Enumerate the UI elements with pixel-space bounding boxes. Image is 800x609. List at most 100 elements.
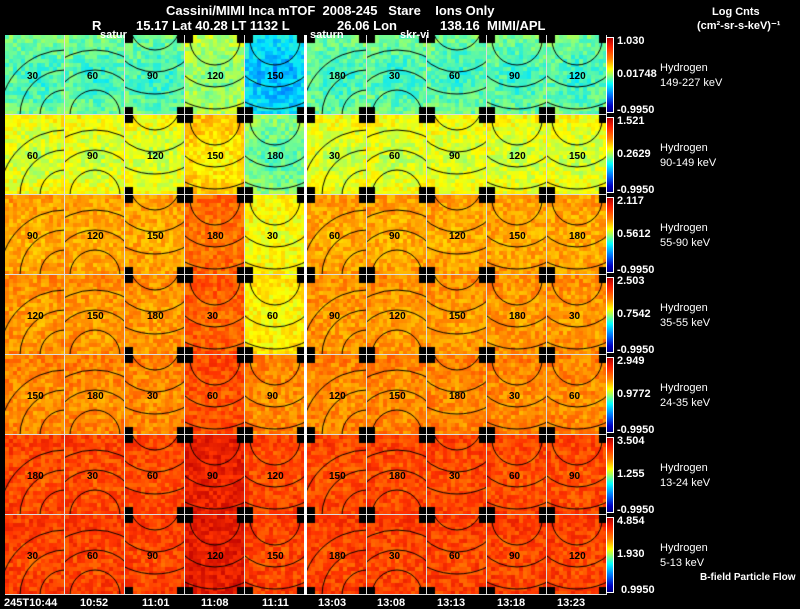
image-panel: 90: [427, 115, 487, 195]
image-panel: 90: [125, 35, 185, 115]
contour-label: 90: [389, 231, 401, 242]
contour-label: 30: [509, 391, 521, 402]
image-panel: 180: [185, 195, 245, 275]
panel-heatmap: [367, 35, 426, 114]
image-panel: 30: [367, 35, 427, 115]
contour-label: 30: [569, 311, 581, 322]
contour-label: 150: [509, 231, 526, 242]
image-panel: 180: [547, 195, 607, 275]
contour-label: 180: [87, 391, 104, 402]
species-name: Hydrogen: [660, 302, 708, 314]
species-name: Hydrogen: [660, 462, 708, 474]
contour-label: 60: [509, 471, 521, 482]
image-panel: 60: [125, 435, 185, 515]
image-panel: 150: [427, 275, 487, 355]
contour-label: 120: [569, 71, 586, 82]
image-panel: 180: [427, 355, 487, 435]
contour-label: 30: [389, 71, 401, 82]
contour-label: 180: [449, 391, 466, 402]
panel-heatmap: [65, 355, 124, 434]
colorbar: [606, 117, 614, 193]
image-panel: 90: [367, 195, 427, 275]
contour-label: 150: [27, 391, 44, 402]
image-panel: 90: [125, 515, 185, 595]
contour-label: 120: [569, 551, 586, 562]
panel-heatmap: [367, 435, 426, 514]
contour-label: 150: [267, 71, 284, 82]
colorbar: [606, 357, 614, 433]
panel-heatmap: [125, 515, 184, 594]
contour-label: 30: [27, 551, 39, 562]
panel-heatmap: [5, 355, 64, 434]
panel-heatmap: [367, 355, 426, 434]
panel-heatmap: [367, 515, 426, 594]
image-panel: 60: [65, 515, 125, 595]
image-panel: 120: [5, 275, 65, 355]
species-name: Hydrogen: [660, 222, 708, 234]
panel-heatmap: [367, 195, 426, 274]
contour-label: 120: [329, 391, 346, 402]
time-label: 10:52: [80, 597, 109, 609]
colorbar-mid-label: 0.7542: [617, 308, 651, 320]
contour-label: 60: [207, 391, 219, 402]
contour-label: 120: [389, 311, 406, 322]
panel-heatmap: [5, 195, 64, 274]
image-panel: 60: [367, 115, 427, 195]
species-label: Hydrogen 90-149 keV: [660, 141, 716, 171]
colorbar-min-label: -0.9950: [617, 424, 655, 436]
image-panel: 90: [65, 115, 125, 195]
species-label: Hydrogen 24-35 keV: [660, 381, 710, 411]
panel-heatmap: [245, 35, 304, 114]
time-label: 11:01: [142, 597, 170, 609]
colorbar-max-label: 1.521: [617, 115, 645, 127]
panel-heatmap: [245, 115, 304, 194]
time-label: 13:03: [318, 597, 347, 609]
contour-label: 150: [207, 151, 224, 162]
image-panel: 180: [245, 115, 305, 195]
panel-heatmap: [307, 35, 366, 114]
image-panel: 180: [5, 435, 65, 515]
r-label: R: [92, 18, 102, 33]
image-panel: 180: [65, 355, 125, 435]
panel-heatmap: [367, 115, 426, 194]
panel-heatmap: [547, 195, 606, 274]
colorbar: [606, 197, 614, 273]
image-panel: 30: [367, 515, 427, 595]
image-panel: 180: [125, 275, 185, 355]
time-label: 13:08: [377, 597, 406, 609]
contour-label: 60: [329, 231, 341, 242]
contour-label: 180: [267, 151, 284, 162]
image-panel: 120: [245, 435, 305, 515]
colorbar-mid-label: 0.01748: [617, 68, 657, 80]
panel-heatmap: [307, 435, 366, 514]
contour-label: 120: [27, 311, 44, 322]
panel-heatmap: [427, 515, 486, 594]
species-label: Hydrogen 35-55 keV: [660, 301, 710, 331]
image-panel: 150: [547, 115, 607, 195]
contour-label: 90: [509, 71, 521, 82]
contour-label: 180: [509, 311, 526, 322]
panel-heatmap: [65, 195, 124, 274]
image-panel: 30: [547, 275, 607, 355]
colorbar-mid-label: 1.930: [617, 548, 645, 560]
image-panel: 120: [487, 115, 547, 195]
panel-heatmap: [307, 515, 366, 594]
colorbar: [606, 37, 614, 113]
panel-heatmap: [185, 275, 244, 354]
energy-range: 90-149 keV: [660, 157, 717, 169]
time-label: 11:11: [262, 597, 289, 609]
panel-heatmap: [65, 435, 124, 514]
panel-heatmap: [487, 515, 546, 594]
contour-label: 150: [449, 311, 466, 322]
panel-heatmap: [487, 275, 546, 354]
panel-heatmap: [125, 115, 184, 194]
panel-heatmap: [65, 35, 124, 114]
panel-heatmap: [487, 35, 546, 114]
image-panel: 90: [245, 355, 305, 435]
image-panel: 60: [307, 195, 367, 275]
contour-label: 150: [569, 151, 586, 162]
contour-label: 30: [87, 471, 99, 482]
contour-label: 120: [267, 471, 284, 482]
species-name: Hydrogen: [660, 382, 708, 394]
contour-label: 180: [569, 231, 586, 242]
